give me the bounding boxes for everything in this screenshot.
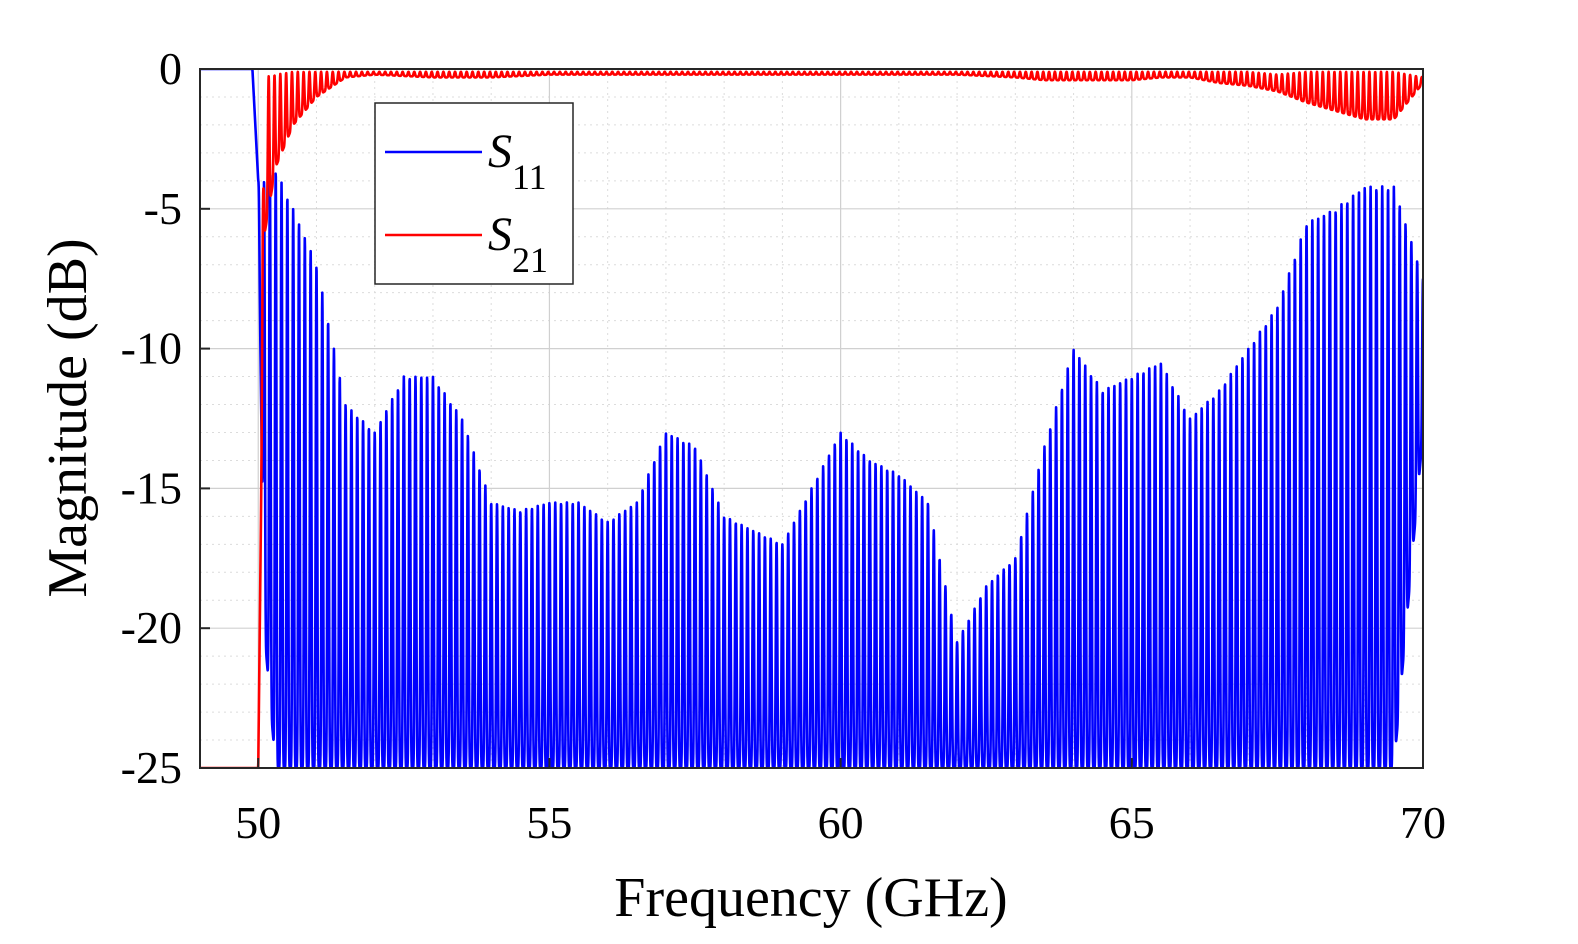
x-tick-label: 70 <box>1400 797 1446 848</box>
x-tick-label: 50 <box>235 797 281 848</box>
y-tick-label: -20 <box>121 602 182 653</box>
y-tick-label: -15 <box>121 462 182 513</box>
y-tick-label: -10 <box>121 323 182 374</box>
legend-label-subscript: 11 <box>512 157 547 197</box>
legend-label-s11: S11 <box>488 125 547 197</box>
x-tick-label: 55 <box>526 797 572 848</box>
x-axis-label: Frequency (GHz) <box>614 867 1007 929</box>
data-series <box>200 69 1423 768</box>
plot-frame <box>199 68 1424 769</box>
y-tick-label: 0 <box>159 43 182 94</box>
y-tick-label: -5 <box>144 183 182 234</box>
legend-label-main: S <box>488 125 512 178</box>
legend-label-s21: S21 <box>488 208 548 280</box>
y-axis-label: Magnitude (dB) <box>37 238 99 597</box>
legend-label-main: S <box>488 208 512 261</box>
y-tick-label: -25 <box>121 742 182 793</box>
legend-label-subscript: 21 <box>512 240 548 280</box>
series-line-s21 <box>200 70 1423 768</box>
x-tick-label: 60 <box>818 797 864 848</box>
series-line-s11 <box>200 69 1423 768</box>
axis-ticks: 50 55 60 65 70 0 -5 -10 -15 -20 -25 <box>121 43 1446 848</box>
x-tick-label: 65 <box>1109 797 1155 848</box>
legend-box <box>374 102 574 285</box>
